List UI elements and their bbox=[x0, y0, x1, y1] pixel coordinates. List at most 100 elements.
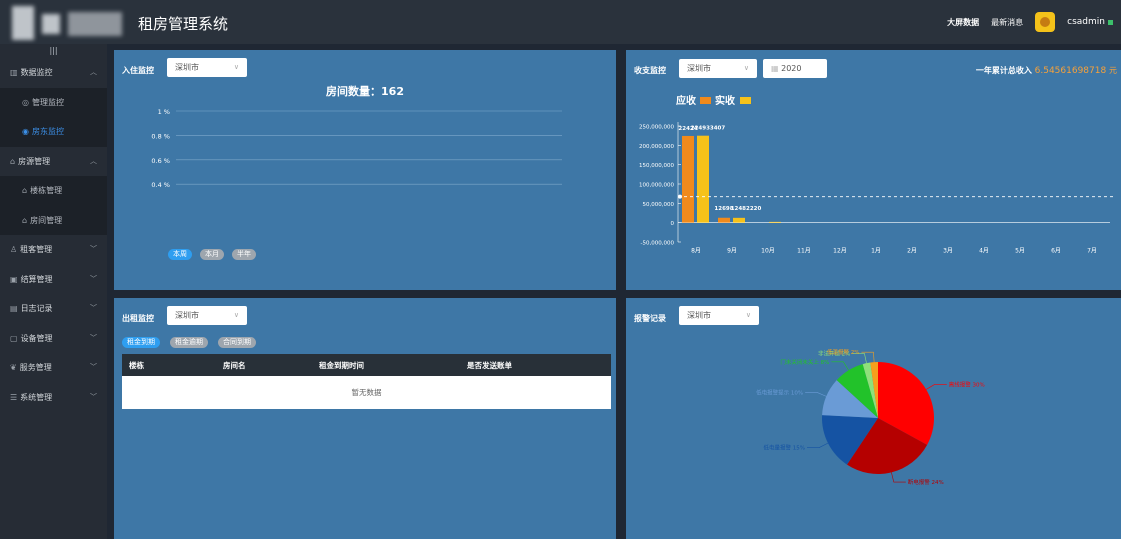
x-tick-label: 2月 bbox=[907, 248, 917, 255]
home-icon: ⌂ bbox=[22, 186, 28, 195]
y-tick-label: -50,000,000 bbox=[641, 241, 675, 247]
sidebar-item-building[interactable]: ⌂ 楼栋管理 bbox=[0, 176, 107, 206]
sidebar-item-admin-monitor[interactable]: ◎ 管理监控 bbox=[0, 87, 107, 117]
tab-rent-due[interactable]: 租金到期 bbox=[122, 337, 160, 348]
alarm-city-select[interactable]: 深圳市 ∨ bbox=[679, 306, 759, 325]
sidebar-item-landlord-monitor[interactable]: ◉ 房东监控 bbox=[0, 117, 107, 147]
y-tick-label: 150,000,000 bbox=[639, 163, 674, 169]
x-tick-label: 3月 bbox=[943, 248, 953, 255]
y-tick-label: 100,000,000 bbox=[639, 183, 674, 189]
data-label: 12698 bbox=[714, 206, 733, 212]
collapse-icon[interactable]: ||| bbox=[49, 46, 58, 55]
data-label: 22424 bbox=[678, 126, 697, 132]
x-tick-label: 10月 bbox=[761, 248, 775, 255]
home-icon: ⌂ bbox=[10, 156, 16, 166]
checkin-panel: 入住监控 深圳市 ∨ 本周 本月 半年 bbox=[114, 50, 616, 290]
top-bar: 租房管理系统 大屏数据 最新消息 csadmin bbox=[0, 0, 1121, 44]
y-tick-label: 0.6 % bbox=[151, 157, 170, 165]
device-icon: ▢ bbox=[10, 333, 18, 343]
alarm-title: 报警记录 bbox=[634, 314, 666, 323]
document-icon: ▤ bbox=[10, 304, 18, 313]
expire-table-empty: 暂无数据 bbox=[122, 376, 611, 409]
pie-slice bbox=[822, 380, 878, 418]
data-label: 224933407 bbox=[691, 126, 726, 132]
sidebar-item-data-monitor[interactable]: ▥ 数据监控 ︿ bbox=[0, 58, 107, 88]
chevron-down-icon: ∨ bbox=[743, 64, 749, 72]
sidebar-item-system[interactable]: ☰ 系统管理 ﹀ bbox=[0, 383, 107, 413]
slice-label: 断电报警 24% bbox=[908, 478, 944, 486]
sidebar-item-service[interactable]: ❦ 服务管理 ﹀ bbox=[0, 353, 107, 383]
bar-received bbox=[769, 221, 781, 223]
slice-leader-line bbox=[926, 384, 947, 390]
checkin-city-select[interactable]: 深圳市 ∨ bbox=[167, 58, 247, 77]
pie-slice bbox=[846, 418, 928, 474]
app-title: 租房管理系统 bbox=[138, 15, 229, 33]
y-tick-label: 0.8 % bbox=[151, 132, 170, 140]
x-tick-label: 6月 bbox=[1051, 248, 1061, 255]
pie-slice bbox=[878, 362, 934, 445]
data-label: 12482220 bbox=[731, 206, 762, 212]
sidebar-item-settlement[interactable]: ▣ 结算管理 ﹀ bbox=[0, 265, 107, 295]
bar-receivable bbox=[718, 217, 730, 223]
sidebar-item-tenant[interactable]: ♙ 租客管理 ﹀ bbox=[0, 235, 107, 265]
tab-halfyear[interactable]: 半年 bbox=[232, 249, 256, 260]
tab-week[interactable]: 本周 bbox=[168, 249, 192, 260]
service-icon: ❦ bbox=[10, 363, 17, 372]
sidebar-item-room[interactable]: ⌂ 房间管理 bbox=[0, 205, 107, 235]
x-tick-label: 11月 bbox=[797, 248, 811, 255]
chevron-down-icon: ﹀ bbox=[90, 363, 97, 371]
column-header: 楼栋 bbox=[129, 361, 144, 370]
chevron-down-icon: ﹀ bbox=[90, 274, 97, 283]
avatar[interactable] bbox=[1035, 12, 1056, 32]
x-tick-label: 5月 bbox=[1015, 248, 1025, 255]
chevron-down-icon: ∨ bbox=[745, 311, 751, 319]
sidebar-item-property[interactable]: ⌂ 房源管理 ︿ bbox=[0, 147, 107, 177]
slice-label: 非法开锁 2% bbox=[818, 349, 850, 357]
annual-income-value: 6.54561698718 bbox=[1034, 66, 1107, 76]
tab-month[interactable]: 本月 bbox=[200, 249, 224, 260]
circle-icon: ◎ bbox=[22, 97, 29, 107]
bar-received bbox=[733, 217, 745, 223]
checkin-title: 入住监控 bbox=[122, 66, 154, 75]
slice-leader-line bbox=[805, 392, 827, 397]
menu-icon: ☰ bbox=[10, 392, 18, 402]
user-icon: ♙ bbox=[10, 245, 18, 254]
circle-icon: ◉ bbox=[22, 127, 29, 136]
x-tick-label: 9月 bbox=[727, 248, 737, 255]
slice-leader-line bbox=[831, 361, 849, 371]
calendar-icon: ▦ bbox=[771, 64, 782, 73]
expire-panel: 出租监控 深圳市 ∨ 租金到期 租金逾期 合同到期 bbox=[114, 298, 616, 539]
chevron-down-icon: ﹀ bbox=[90, 333, 97, 342]
y-tick-label: 0 bbox=[671, 221, 675, 227]
annual-income-unit: 元 bbox=[1109, 66, 1117, 75]
chevron-up-icon: ︿ bbox=[90, 68, 97, 76]
messages-link[interactable]: 最新消息 bbox=[991, 17, 1024, 27]
bigscreen-link[interactable]: 大屏数据 bbox=[947, 17, 980, 27]
sidebar-item-device[interactable]: ▢ 设备管理 ﹀ bbox=[0, 324, 107, 354]
sidebar-item-log[interactable]: ▤ 日志记录 ﹀ bbox=[0, 294, 107, 324]
calendar-icon: ▣ bbox=[10, 274, 18, 284]
slice-leader-line bbox=[807, 442, 829, 448]
tab-contract-due[interactable]: 合同到期 bbox=[218, 337, 256, 348]
tab-rent-overdue[interactable]: 租金逾期 bbox=[170, 337, 208, 348]
expire-city-select[interactable]: 深圳市 ∨ bbox=[167, 306, 247, 325]
sidebar: ||| ▥ 数据监控 ︿ ◎ 管理监控 ◉ 房东监控 ⌂ 房源管理 ︿ ⌂ 楼栋管理 ⌂ 房间管… bbox=[0, 44, 107, 539]
legend-label: 实收 bbox=[715, 94, 735, 107]
legend-swatch bbox=[740, 97, 751, 104]
x-tick-label: 8月 bbox=[691, 248, 701, 255]
chart-title: 房间数量：162 bbox=[326, 84, 404, 98]
column-header: 是否发送账单 bbox=[467, 361, 512, 370]
y-tick-label: 250,000,000 bbox=[639, 125, 674, 131]
income-city-select[interactable]: 深圳市 ∨ bbox=[679, 59, 757, 78]
alarm-pie-chart: 离线报警 30% 断电报警 24% 低电量报警 15% 低电报警提示 10% 门未关闭未… bbox=[756, 348, 985, 486]
pie-slice bbox=[862, 362, 878, 418]
username[interactable]: csadmin bbox=[1067, 17, 1105, 27]
expire-title: 出租监控 bbox=[122, 314, 154, 323]
income-year-picker[interactable]: ▦ 2020 bbox=[763, 59, 827, 78]
bar-received bbox=[697, 135, 709, 223]
x-tick-label: 1月 bbox=[871, 248, 881, 255]
y-tick-label: 200,000,000 bbox=[639, 144, 674, 150]
income-bar-chart: 应收 实收 250,000,000 200,000,000 150,000,000 100… bbox=[639, 94, 1116, 255]
slice-leader-line bbox=[852, 353, 867, 364]
